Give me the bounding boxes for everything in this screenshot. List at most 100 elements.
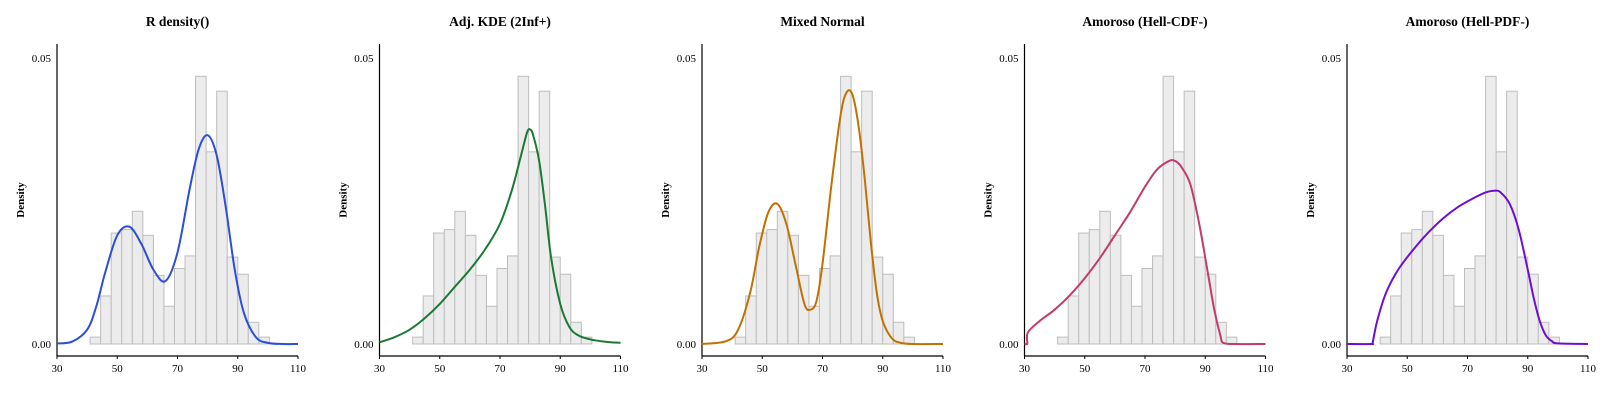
x-tick-label: 50 <box>434 363 446 375</box>
histogram-bar <box>1548 336 1560 345</box>
x-tick-label: 50 <box>1402 363 1414 375</box>
histogram-bar <box>829 255 842 345</box>
x-tick-label: 90 <box>1200 363 1212 375</box>
x-tick-label: 50 <box>757 363 769 375</box>
histogram-bar <box>205 151 218 345</box>
chart-panel: R density() Density 0.00 0.05 30 50 70 90 110 <box>15 14 307 375</box>
histogram-bar <box>1141 267 1154 345</box>
histogram-bar <box>1516 256 1529 345</box>
histogram-bar <box>1379 336 1392 345</box>
x-tick-label: 30 <box>697 363 709 375</box>
y-axis-label: Density <box>15 182 27 218</box>
chart-title: R density() <box>146 14 209 29</box>
histogram-bar <box>485 305 498 345</box>
y-tick-label: 0.00 <box>999 339 1019 351</box>
y-tick-label: 0.05 <box>1322 53 1342 65</box>
density-curve <box>701 89 944 346</box>
histogram-bar <box>734 336 747 345</box>
histogram-bar <box>1078 232 1090 345</box>
histogram-bar <box>850 151 863 345</box>
density-curve <box>56 134 299 346</box>
histogram-bar <box>766 229 778 345</box>
histogram-bar <box>1194 256 1206 345</box>
y-tick-label: 0.05 <box>677 53 697 65</box>
histogram-bar <box>163 305 175 345</box>
x-tick-label: 90 <box>555 363 567 375</box>
x-tick-label: 30 <box>374 363 386 375</box>
y-tick-label: 0.00 <box>1322 339 1342 351</box>
chart-title: Adj. KDE (2Inf+) <box>449 14 551 29</box>
histogram-bar <box>1390 295 1402 345</box>
histogram-bar <box>861 90 873 345</box>
x-tick-label: 70 <box>172 363 184 375</box>
x-tick-label: 110 <box>935 363 952 375</box>
y-tick-label: 0.00 <box>354 339 374 351</box>
chart-panel: Amoroso (Hell-PDF-) Density 0.00 0.05 30 50 70… <box>1305 14 1597 375</box>
histogram-bar <box>528 151 540 345</box>
x-tick-label: 90 <box>1522 363 1534 375</box>
y-axis-label: Density <box>660 182 672 218</box>
histogram-bar <box>517 75 530 345</box>
x-tick-label: 70 <box>817 363 829 375</box>
histogram-bar <box>1215 321 1227 345</box>
x-tick-label: 30 <box>1019 363 1031 375</box>
y-tick-label: 0.00 <box>32 339 52 351</box>
histogram-bar <box>184 255 197 345</box>
x-tick-label: 30 <box>1342 363 1354 375</box>
x-tick-label: 110 <box>612 363 629 375</box>
y-axis-label: Density <box>983 182 995 218</box>
histogram-bar <box>1453 305 1465 345</box>
x-tick-label: 50 <box>1079 363 1091 375</box>
histogram-bar <box>559 273 572 345</box>
histogram-bar <box>1442 274 1455 345</box>
histogram-bar <box>1463 267 1476 345</box>
histogram-bar <box>507 255 519 345</box>
histogram-bar <box>496 267 509 345</box>
histogram-bar <box>1411 229 1423 345</box>
histogram-bar <box>1152 255 1164 345</box>
histogram-bar <box>443 229 456 345</box>
x-tick-label: 90 <box>877 363 889 375</box>
chart-panel: Amoroso (Hell-CDF-) Density 0.00 0.05 30 50 70… <box>983 14 1275 375</box>
x-tick-label: 70 <box>495 363 507 375</box>
histogram-bar <box>152 274 165 345</box>
x-tick-label: 110 <box>290 363 307 375</box>
histogram-bar <box>892 321 905 345</box>
histogram-bar <box>1088 229 1101 345</box>
chart-title: Amoroso (Hell-PDF-) <box>1406 14 1530 29</box>
histogram-bar <box>1057 336 1069 345</box>
histogram-bar <box>1204 273 1217 345</box>
histogram-bar <box>1109 234 1122 345</box>
histogram-bar <box>226 256 239 345</box>
histogram-bar <box>412 336 424 345</box>
histogram-bar <box>1067 295 1080 345</box>
x-tick-label: 30 <box>52 363 64 375</box>
x-tick-label: 70 <box>1462 363 1474 375</box>
histogram-bar <box>1527 273 1539 345</box>
chart-panel: Adj. KDE (2Inf+) Density 0.00 0.05 30 50 70 90 1… <box>338 14 630 375</box>
y-tick-label: 0.00 <box>677 339 697 351</box>
y-tick-label: 0.05 <box>999 53 1019 65</box>
histogram-bar <box>433 232 445 345</box>
x-tick-label: 110 <box>1580 363 1597 375</box>
histogram-bar <box>1506 90 1518 345</box>
histogram-bar <box>121 229 133 345</box>
density-curve <box>1346 189 1589 346</box>
histogram-bar <box>538 90 551 345</box>
histogram-bar <box>1400 232 1413 345</box>
histogram-bar <box>89 336 102 345</box>
density-curve <box>1024 159 1266 346</box>
y-axis-label: Density <box>1305 182 1317 218</box>
histogram-bar <box>195 75 207 345</box>
chart-title: Amoroso (Hell-CDF-) <box>1082 14 1207 29</box>
histogram-bar <box>1130 305 1143 345</box>
histogram-bar <box>1183 90 1196 345</box>
histogram-bar <box>100 295 112 345</box>
histogram-bar <box>1474 255 1487 345</box>
histogram-bar <box>1173 151 1185 345</box>
histogram-bar <box>422 295 435 345</box>
x-tick-label: 70 <box>1140 363 1152 375</box>
y-axis-label: Density <box>338 182 350 218</box>
